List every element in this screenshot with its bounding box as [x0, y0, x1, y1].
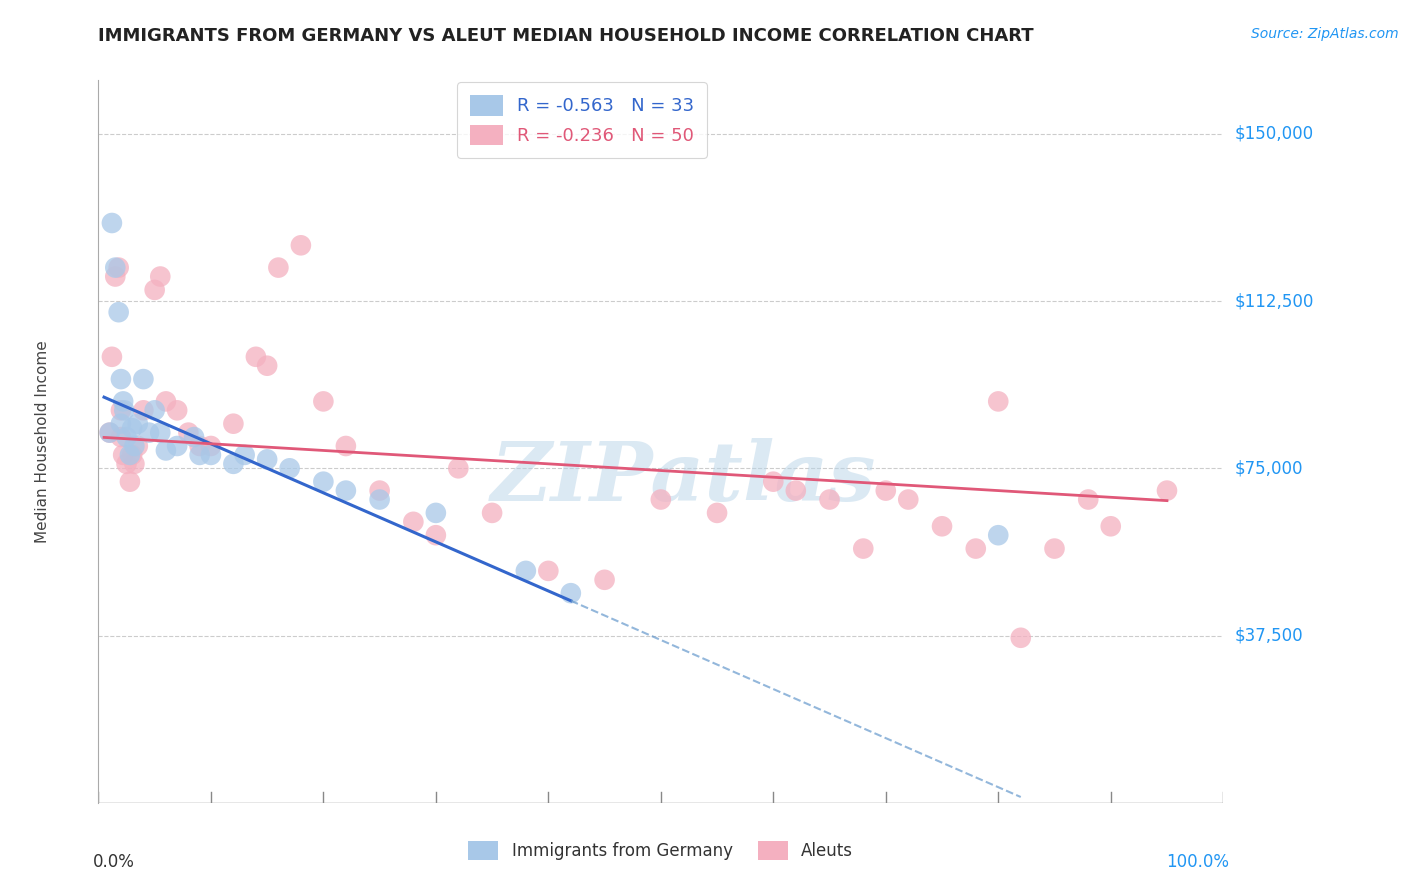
Point — [118, 448, 141, 462]
Point — [138, 425, 160, 440]
Point — [447, 461, 470, 475]
Point — [183, 430, 205, 444]
Point — [515, 564, 537, 578]
Point — [112, 448, 135, 462]
Point — [256, 452, 278, 467]
Text: 100.0%: 100.0% — [1166, 854, 1229, 871]
Point — [965, 541, 987, 556]
Point — [121, 421, 143, 435]
Point — [166, 403, 188, 417]
Point — [425, 506, 447, 520]
Point — [368, 492, 391, 507]
Point — [233, 448, 256, 462]
Point — [335, 483, 357, 498]
Point — [110, 430, 132, 444]
Point — [537, 564, 560, 578]
Point — [118, 475, 141, 489]
Text: Source: ZipAtlas.com: Source: ZipAtlas.com — [1251, 27, 1399, 41]
Point — [124, 457, 146, 471]
Point — [149, 269, 172, 284]
Text: ZIPatlas: ZIPatlas — [491, 438, 876, 517]
Point — [115, 430, 138, 444]
Point — [143, 403, 166, 417]
Point — [425, 528, 447, 542]
Point — [402, 515, 425, 529]
Point — [875, 483, 897, 498]
Legend: Immigrants from Germany, Aleuts: Immigrants from Germany, Aleuts — [461, 834, 860, 867]
Point — [110, 417, 132, 431]
Point — [222, 417, 245, 431]
Point — [101, 216, 124, 230]
Point — [110, 403, 132, 417]
Point — [762, 475, 785, 489]
Point — [368, 483, 391, 498]
Point — [112, 403, 135, 417]
Point — [101, 350, 124, 364]
Point — [931, 519, 953, 533]
Point — [107, 305, 129, 319]
Point — [1043, 541, 1066, 556]
Point — [706, 506, 728, 520]
Point — [278, 461, 301, 475]
Point — [245, 350, 267, 364]
Point — [104, 260, 127, 275]
Point — [188, 439, 211, 453]
Point — [1099, 519, 1122, 533]
Point — [143, 283, 166, 297]
Text: $37,500: $37,500 — [1234, 626, 1303, 645]
Point — [987, 394, 1010, 409]
Point — [188, 448, 211, 462]
Point — [222, 457, 245, 471]
Point — [650, 492, 672, 507]
Point — [177, 425, 200, 440]
Point — [852, 541, 875, 556]
Point — [132, 403, 155, 417]
Point — [256, 359, 278, 373]
Point — [98, 425, 121, 440]
Point — [290, 238, 312, 252]
Point — [1010, 631, 1032, 645]
Point — [200, 439, 222, 453]
Point — [127, 417, 149, 431]
Point — [312, 394, 335, 409]
Point — [987, 528, 1010, 542]
Point — [104, 269, 127, 284]
Point — [1156, 483, 1178, 498]
Point — [112, 394, 135, 409]
Point — [200, 448, 222, 462]
Point — [132, 372, 155, 386]
Point — [124, 439, 146, 453]
Point — [107, 260, 129, 275]
Text: 0.0%: 0.0% — [93, 854, 135, 871]
Text: Median Household Income: Median Household Income — [35, 340, 49, 543]
Point — [312, 475, 335, 489]
Text: $75,000: $75,000 — [1234, 459, 1303, 477]
Point — [267, 260, 290, 275]
Point — [785, 483, 807, 498]
Point — [818, 492, 841, 507]
Point — [1077, 492, 1099, 507]
Point — [593, 573, 616, 587]
Point — [98, 425, 121, 440]
Text: IMMIGRANTS FROM GERMANY VS ALEUT MEDIAN HOUSEHOLD INCOME CORRELATION CHART: IMMIGRANTS FROM GERMANY VS ALEUT MEDIAN … — [98, 27, 1033, 45]
Point — [121, 448, 143, 462]
Point — [149, 425, 172, 440]
Point — [560, 586, 582, 600]
Point — [115, 457, 138, 471]
Point — [127, 439, 149, 453]
Point — [335, 439, 357, 453]
Point — [110, 372, 132, 386]
Point — [155, 443, 177, 458]
Point — [155, 394, 177, 409]
Point — [897, 492, 920, 507]
Text: $112,500: $112,500 — [1234, 292, 1313, 310]
Point — [166, 439, 188, 453]
Point — [481, 506, 503, 520]
Text: $150,000: $150,000 — [1234, 125, 1313, 143]
